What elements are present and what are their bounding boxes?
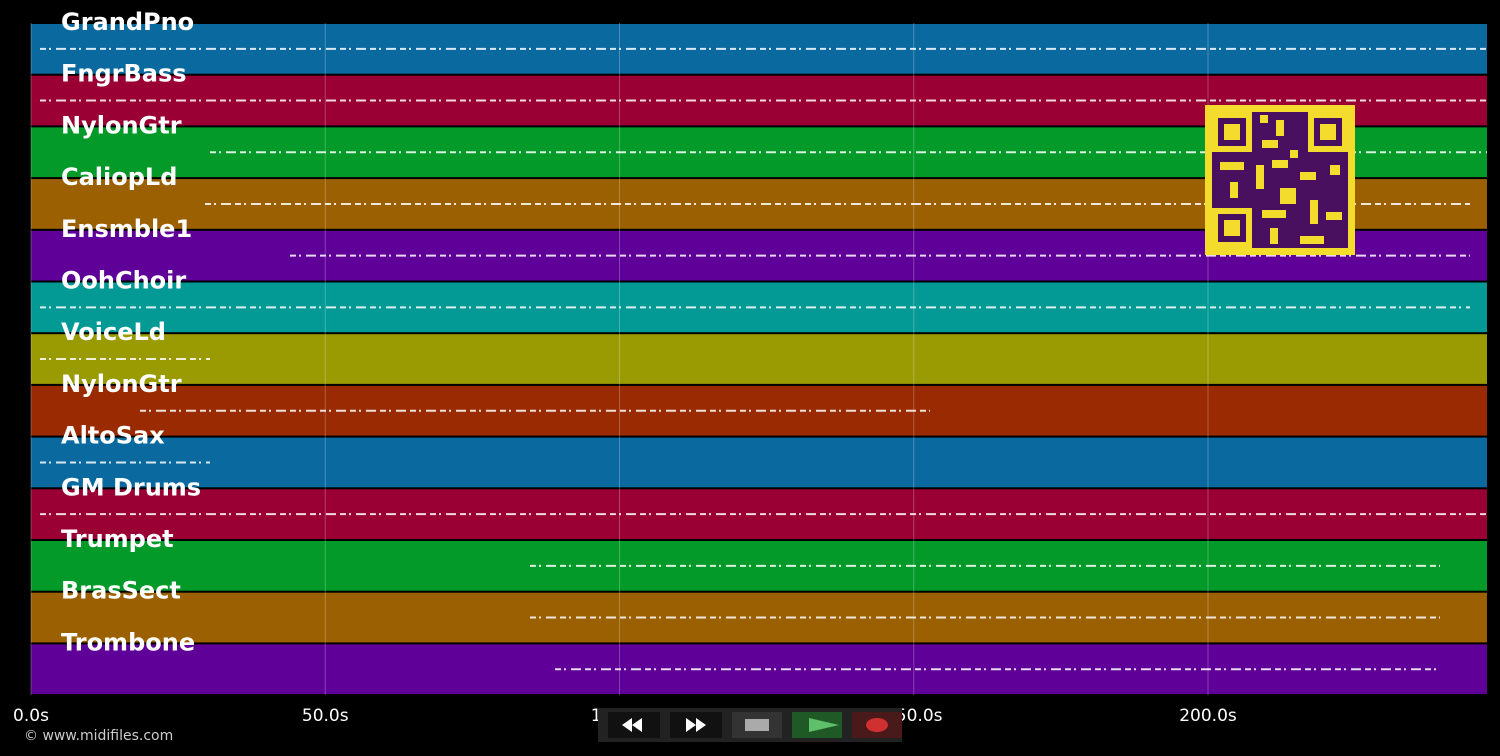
track-row	[31, 334, 1487, 384]
time-tick-label: 0.0s	[13, 706, 49, 726]
track-label: CaliopLd	[61, 163, 177, 191]
record-button[interactable]	[852, 712, 902, 738]
copyright: © www.midifiles.com	[24, 728, 173, 744]
track-label: Ensmble1	[61, 215, 192, 243]
track-row	[31, 437, 1487, 488]
time-tick-label: 50.0s	[302, 706, 349, 726]
track-label: GrandPno	[61, 8, 194, 36]
track-label: GM Drums	[61, 473, 201, 501]
track-label: BrasSect	[61, 577, 181, 605]
fast-forward-button[interactable]	[670, 712, 722, 738]
track-label: FngrBass	[61, 60, 187, 88]
track-label: OohChoir	[61, 267, 186, 295]
track-label: AltoSax	[61, 422, 165, 450]
qr-code	[1205, 105, 1355, 255]
track-label: Trombone	[61, 628, 195, 656]
grid	[30, 23, 1209, 696]
track-row	[31, 24, 1487, 74]
track-label: Trumpet	[61, 525, 174, 553]
track-label: NylonGtr	[61, 370, 182, 398]
play-button[interactable]	[792, 712, 842, 738]
stop-button[interactable]	[732, 712, 782, 738]
track-row	[31, 282, 1487, 333]
track-labels: GrandPno FngrBass NylonGtr CaliopLd Ensmble1…	[61, 8, 201, 656]
track-row	[31, 489, 1487, 539]
transport-controls	[598, 708, 902, 742]
time-tick-label: 200.0s	[1179, 706, 1237, 726]
track-label: VoiceLd	[61, 318, 166, 346]
rewind-button[interactable]	[608, 712, 660, 738]
track-label: NylonGtr	[61, 111, 182, 139]
